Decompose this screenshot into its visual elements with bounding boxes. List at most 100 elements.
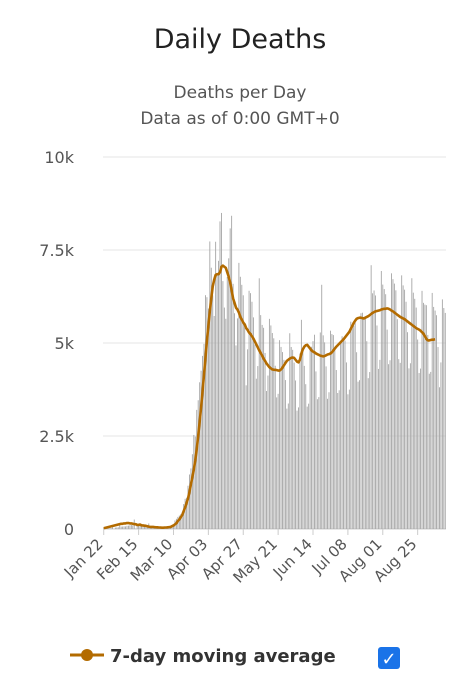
bar [337,393,339,529]
bar [360,313,362,529]
bar [443,308,445,529]
bar [338,390,340,529]
bar [332,335,334,529]
bar [261,324,263,529]
bar [420,368,422,529]
bar [335,370,337,529]
bar [344,340,346,529]
bar [213,315,215,529]
bar [152,527,154,529]
bar [126,525,128,529]
bar [178,515,180,529]
legend[interactable]: 7-day moving average [70,646,336,667]
bar [238,262,240,529]
moving-average-line [103,264,436,530]
bar [345,362,347,529]
bar [210,267,212,529]
bar [372,293,374,529]
bar [343,338,344,529]
bar [425,305,427,529]
bar [351,326,353,529]
bar [354,322,356,529]
bar [283,359,285,529]
bar [200,370,202,529]
bar [312,341,314,529]
bar [248,290,250,529]
bars [103,212,446,530]
bar [327,398,328,529]
y-tick-label: 2.5k [39,427,74,446]
bar [324,342,326,529]
bar [386,329,388,529]
bar [404,289,406,529]
y-axis-ticks: 0 2.5k 5k 7.5k 10k [39,148,74,539]
bar [361,312,363,529]
bar [401,275,403,529]
bar [421,290,423,529]
bar [341,336,343,529]
bar [251,301,253,529]
bar [183,504,185,529]
legend-checkbox[interactable]: ✓ [378,647,400,670]
bar [423,302,424,529]
bar [356,352,358,529]
bar [350,321,352,529]
bar [293,362,295,529]
bar [226,276,228,529]
bar [428,373,430,529]
bar [235,345,237,529]
y-tick-label: 5k [55,334,75,353]
bar [197,400,199,529]
legend-marker-icon [81,649,93,661]
bar [116,527,118,529]
bar [263,327,265,529]
bar [415,307,417,529]
bar [306,406,308,529]
bar [136,523,138,529]
bar [280,346,282,529]
bar [331,334,333,529]
bar [138,523,140,529]
bar [409,363,411,529]
bar [328,392,330,529]
bar [314,334,315,529]
bar [252,317,254,529]
bar [287,403,289,529]
bar [391,273,392,529]
bar [122,526,124,529]
bar [364,317,366,529]
bar [405,301,407,529]
y-tick-label: 0 [64,520,74,539]
bar [367,378,369,529]
bar [383,289,385,529]
bar [215,241,217,530]
bar [199,382,201,529]
bar [277,393,279,529]
legend-label: 7-day moving average [110,646,336,667]
bar [305,384,307,529]
bar [196,409,198,529]
bar [325,366,327,529]
bar [107,528,109,529]
bar [389,360,391,529]
bar [270,325,272,529]
bar [228,258,230,529]
bar [274,365,276,529]
bar [402,285,404,529]
bar [377,368,379,529]
bar [212,295,214,529]
chart-subtitle-line-2: Data as of 0:00 GMT+0 [140,109,339,129]
bar [231,215,233,529]
bar [437,347,439,529]
bar [127,525,129,529]
bar [120,526,122,529]
bar [407,332,408,529]
bar [279,340,281,529]
bar [290,346,292,529]
bar [357,381,359,529]
bar [125,526,126,529]
bar [225,318,227,529]
bar [202,355,204,529]
